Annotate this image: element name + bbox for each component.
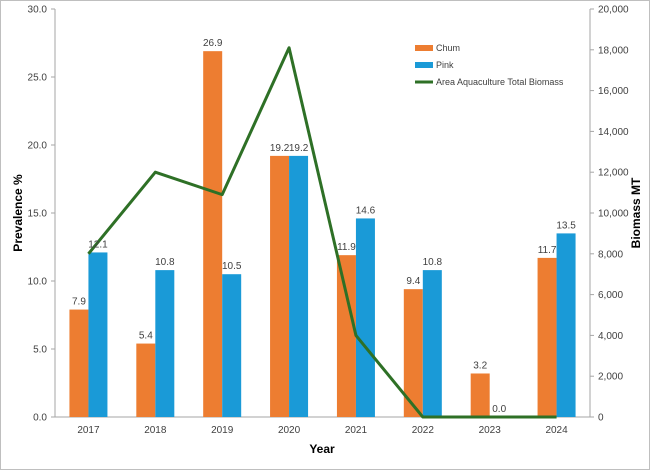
pink-bar xyxy=(556,233,576,417)
pink-bar xyxy=(422,270,442,417)
chum-data-label: 19.2 xyxy=(270,143,290,154)
y-tick-label: 0.0 xyxy=(33,413,47,424)
pink-bar xyxy=(355,218,375,417)
pink-bar xyxy=(88,252,108,417)
x-axis-title: Year xyxy=(309,442,335,456)
legend-label: Pink xyxy=(436,60,454,70)
y2-tick-label: 18,000 xyxy=(598,45,629,56)
chum-data-label: 3.2 xyxy=(473,360,487,371)
chum-data-label: 7.9 xyxy=(72,297,86,308)
x-tick-label: 2019 xyxy=(211,425,234,436)
chum-bar xyxy=(69,309,89,417)
pink-data-label: 10.8 xyxy=(423,257,443,268)
x-tick-label: 2021 xyxy=(345,425,368,436)
y2-tick-label: 2,000 xyxy=(598,372,623,383)
pink-data-label: 14.6 xyxy=(356,205,376,216)
pink-bar xyxy=(289,155,309,417)
x-tick-label: 2020 xyxy=(278,425,301,436)
y-tick-label: 15.0 xyxy=(28,209,48,220)
legend-swatch-pink xyxy=(415,62,433,68)
legend-swatch-chum xyxy=(415,45,433,51)
pink-data-label: 13.5 xyxy=(556,220,576,231)
y-tick-label: 5.0 xyxy=(33,345,47,356)
pink-data-label: 19.2 xyxy=(289,143,309,154)
y2-tick-label: 14,000 xyxy=(598,127,629,138)
x-tick-label: 2017 xyxy=(77,425,100,436)
y-tick-label: 30.0 xyxy=(28,5,48,16)
x-tick-label: 2022 xyxy=(412,425,435,436)
chum-bar xyxy=(403,289,423,417)
y2-tick-label: 0 xyxy=(598,413,604,424)
legend-label: Area Aquaculture Total Biomass xyxy=(436,77,564,87)
chum-data-label: 9.4 xyxy=(406,276,420,287)
chum-bar xyxy=(470,373,490,417)
chum-bar xyxy=(336,255,356,417)
y2-tick-label: 12,000 xyxy=(598,168,629,179)
pink-bar xyxy=(222,274,242,417)
biomass-line xyxy=(87,46,557,419)
y-tick-label: 20.0 xyxy=(28,141,48,152)
x-tick-label: 2024 xyxy=(545,425,568,436)
chum-bar xyxy=(136,343,156,417)
pink-data-label: 0.0 xyxy=(492,404,506,415)
pink-bar xyxy=(155,270,175,417)
y2-tick-label: 10,000 xyxy=(598,209,629,220)
y2-tick-label: 6,000 xyxy=(598,290,623,301)
chum-bar xyxy=(537,257,557,417)
chum-data-label: 26.9 xyxy=(203,38,223,49)
chum-data-label: 11.7 xyxy=(538,245,557,256)
chum-bar xyxy=(203,51,223,417)
y2-tick-label: 20,000 xyxy=(598,5,629,16)
y2-tick-label: 4,000 xyxy=(598,331,623,342)
pink-data-label: 10.8 xyxy=(155,257,175,268)
legend-label: Chum xyxy=(436,43,460,53)
pink-data-label: 10.5 xyxy=(222,261,242,272)
chum-data-label: 5.4 xyxy=(139,331,153,342)
chum-bar xyxy=(270,155,290,417)
y-tick-label: 10.0 xyxy=(28,277,48,288)
y-axis-title: Prevalence % xyxy=(11,174,25,252)
x-tick-label: 2023 xyxy=(479,425,502,436)
y2-tick-label: 16,000 xyxy=(598,86,629,97)
y2-tick-label: 8,000 xyxy=(598,249,623,260)
chum-data-label: 11.9 xyxy=(337,242,356,253)
y-tick-label: 25.0 xyxy=(28,73,48,84)
y2-axis-title: Biomass MT xyxy=(629,177,643,248)
x-tick-label: 2018 xyxy=(144,425,167,436)
pink-data-label: 12.1 xyxy=(88,239,108,250)
